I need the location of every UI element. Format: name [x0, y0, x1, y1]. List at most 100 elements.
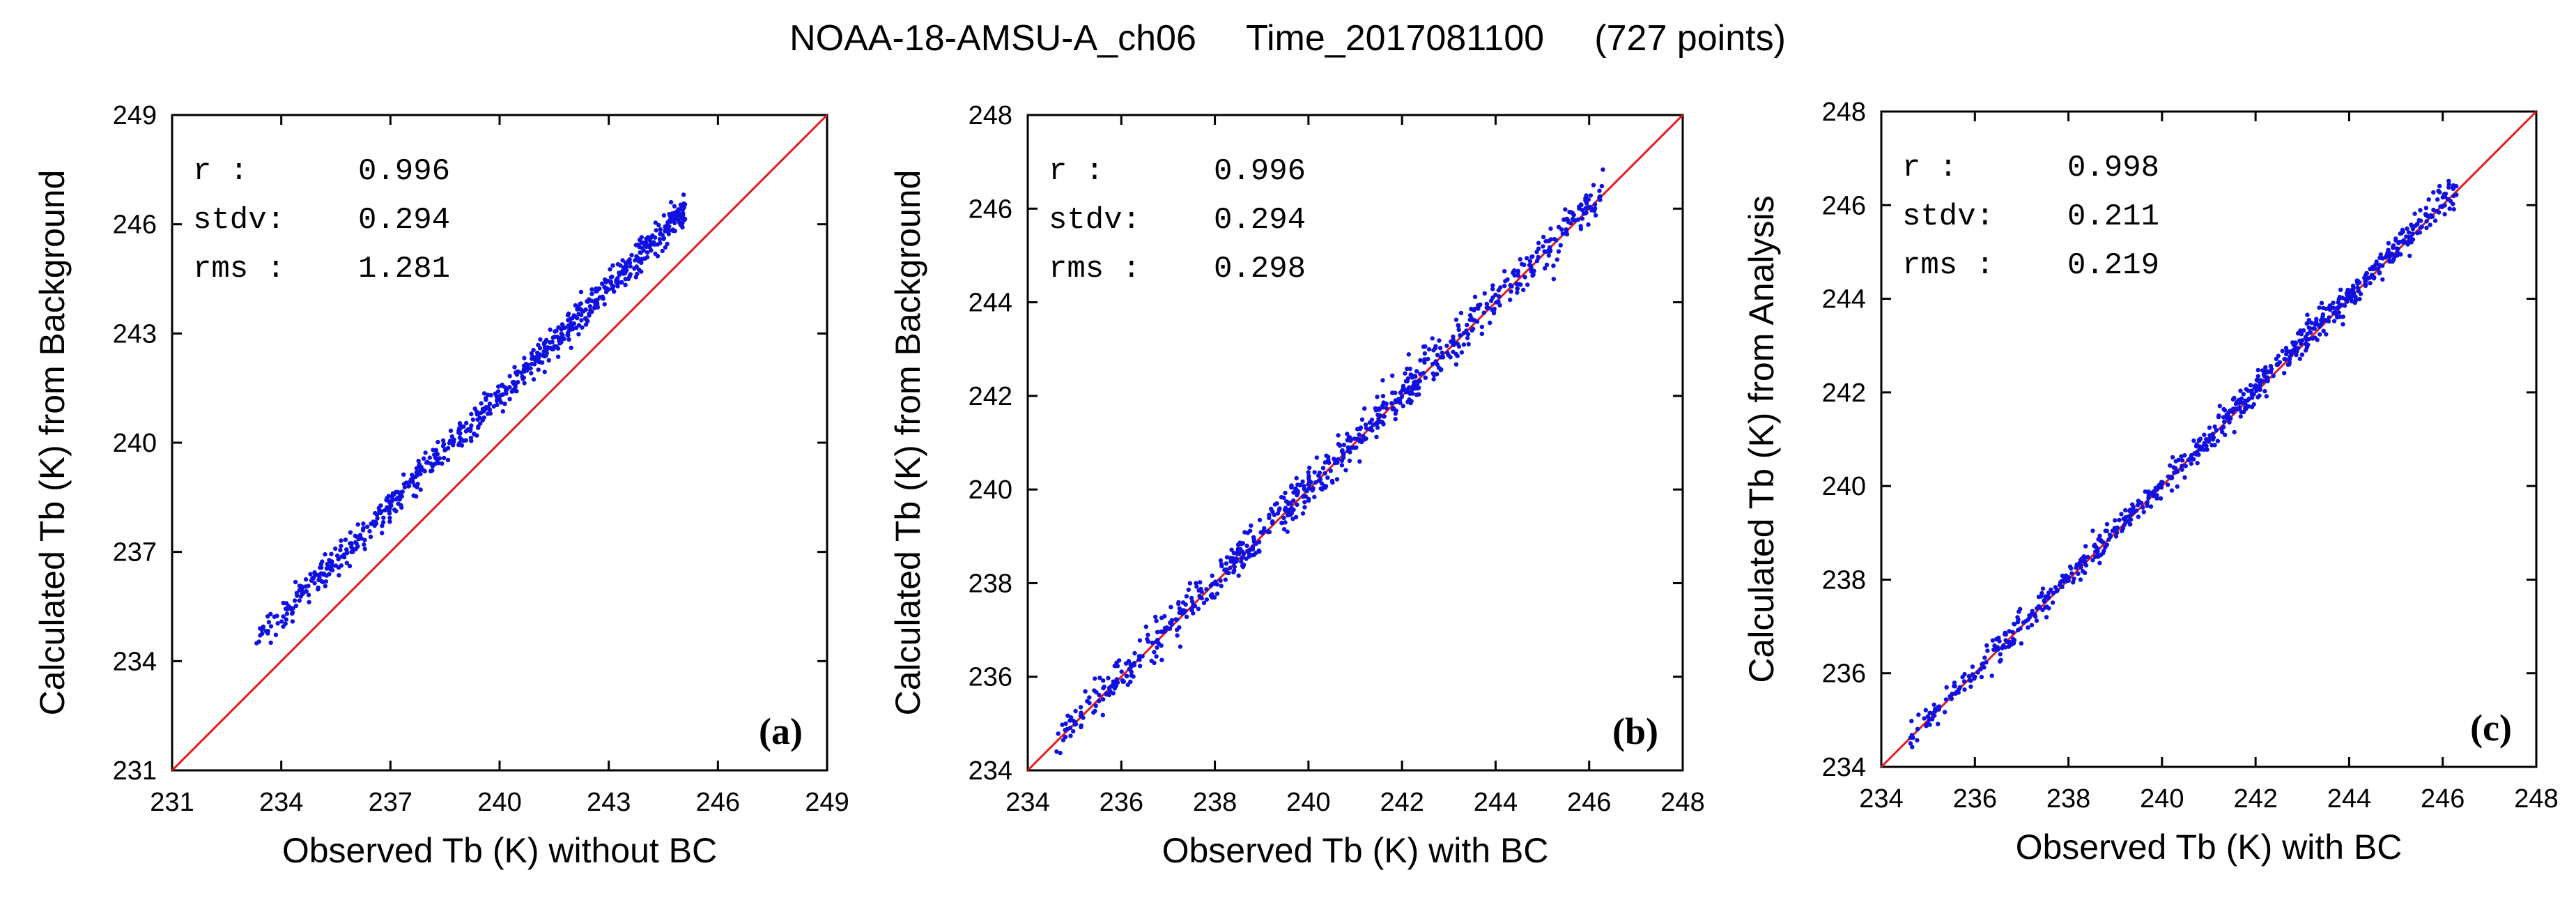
data-point [2237, 400, 2242, 406]
data-point [1093, 703, 1099, 708]
data-point [435, 452, 440, 457]
data-point [1406, 352, 1412, 357]
data-point [1536, 246, 1541, 251]
data-point [1909, 733, 1915, 738]
scatter-panel: 231 234 237 240 243 246 249 231 234 237 240 243 246 2… [33, 101, 849, 870]
data-point [1932, 713, 1937, 718]
data-point [1551, 264, 1556, 268]
data-point [2446, 185, 2451, 190]
data-point [579, 312, 584, 317]
data-point [507, 374, 512, 379]
data-point [2182, 453, 2187, 458]
data-point [364, 524, 370, 529]
data-point [1357, 432, 1362, 437]
data-point [2394, 246, 2400, 251]
data-point [2136, 515, 2141, 519]
data-point [657, 236, 663, 242]
data-point [1916, 712, 1921, 717]
data-point [457, 421, 463, 426]
data-point [372, 523, 377, 528]
data-point [2251, 402, 2256, 407]
data-point [1289, 485, 1294, 490]
data-point [348, 530, 353, 535]
data-point [2442, 212, 2447, 217]
data-point [1328, 468, 1334, 473]
data-point [1267, 512, 1272, 517]
x-tick-label: 248 [2514, 784, 2558, 814]
data-point [1601, 167, 1605, 172]
data-point [1279, 520, 1284, 526]
data-point [635, 271, 640, 277]
data-point [555, 354, 561, 359]
data-point [2380, 263, 2385, 268]
data-point [1111, 679, 1116, 684]
data-point [1992, 643, 1997, 648]
data-point [2255, 395, 2260, 399]
data-point [1380, 403, 1385, 409]
data-point [1522, 275, 1527, 280]
y-tick-label: 231 [113, 756, 157, 786]
data-point [318, 565, 323, 570]
data-point [268, 640, 273, 646]
data-point [394, 509, 399, 514]
data-point [1083, 689, 1088, 694]
data-point [2221, 406, 2226, 412]
data-point [1325, 475, 1330, 480]
data-point [1210, 573, 1214, 578]
data-point [1375, 412, 1380, 418]
data-point [1518, 257, 1522, 262]
data-point [2409, 222, 2414, 227]
data-point [1566, 220, 1571, 224]
x-tick-label: 243 [587, 788, 631, 817]
data-point [1240, 564, 1246, 570]
data-point [603, 280, 608, 285]
data-point [672, 217, 677, 222]
data-point [2419, 224, 2424, 229]
data-point [2154, 493, 2159, 498]
data-point [1578, 202, 1584, 207]
stat-label: stdv: [1902, 199, 1994, 234]
stat-value: 0.998 [2067, 151, 2159, 185]
data-point [2357, 296, 2362, 302]
data-point [2327, 315, 2331, 320]
data-point [1417, 379, 1423, 383]
data-point [323, 579, 328, 584]
data-point [1996, 635, 2001, 640]
data-point [2410, 227, 2416, 231]
data-point [594, 298, 599, 303]
panel-tag: (a) [759, 710, 803, 752]
data-point [2297, 338, 2302, 343]
data-point [445, 457, 451, 463]
data-point [1256, 548, 1262, 553]
data-point [259, 627, 264, 632]
data-point [2145, 500, 2150, 505]
data-point [1407, 397, 1412, 402]
data-point [1359, 417, 1365, 422]
data-point [530, 354, 535, 359]
data-point [1531, 272, 1536, 277]
data-point [2350, 283, 2356, 289]
data-point [2451, 185, 2456, 190]
data-point [660, 248, 665, 254]
data-point [2195, 461, 2200, 466]
data-point [387, 515, 392, 520]
data-point [2370, 264, 2375, 270]
data-point [1121, 679, 1127, 684]
data-point [1232, 568, 1237, 573]
data-point [1544, 262, 1550, 267]
data-point [1177, 625, 1182, 630]
data-point [2076, 571, 2081, 576]
data-point [308, 572, 313, 577]
data-point [2241, 392, 2246, 397]
data-point [2158, 496, 2164, 501]
data-point [634, 254, 639, 259]
data-point [2276, 353, 2281, 358]
data-point [2123, 519, 2128, 525]
data-point [1224, 567, 1228, 572]
data-point [1234, 556, 1239, 561]
data-point [2012, 621, 2016, 627]
data-point [458, 431, 463, 436]
data-point [2355, 280, 2360, 284]
data-point [682, 216, 688, 222]
data-point [1267, 529, 1272, 535]
